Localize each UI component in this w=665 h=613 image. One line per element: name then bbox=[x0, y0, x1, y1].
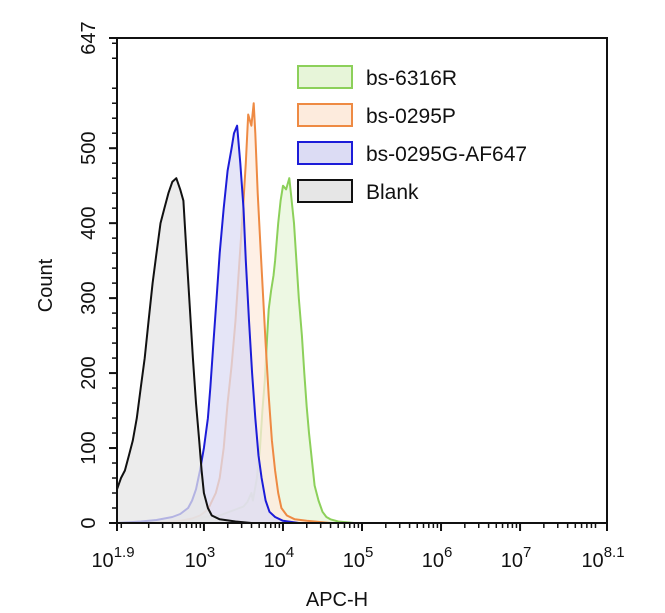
y-axis: 0 100 200 300 400 500 647 bbox=[78, 21, 117, 529]
x-tick-label: 104 bbox=[264, 544, 295, 572]
y-tick-label: 0 bbox=[78, 517, 100, 528]
legend-label: bs-6316R bbox=[366, 67, 457, 90]
legend-item: bs-0295P bbox=[297, 103, 456, 128]
y-tick-label: 647 bbox=[78, 21, 100, 54]
y-axis-title: Count bbox=[35, 258, 57, 312]
series-layer bbox=[116, 102, 355, 524]
x-axis: 101.9 103 104 105 106 107 108.1 bbox=[91, 523, 625, 572]
series-area bbox=[117, 125, 299, 523]
x-tick-label: 106 bbox=[422, 544, 453, 572]
x-tick-label: 107 bbox=[501, 544, 532, 572]
y-tick-label: 300 bbox=[78, 281, 100, 314]
y-tick-label: 500 bbox=[78, 132, 100, 165]
series-area bbox=[124, 178, 355, 523]
legend-swatch bbox=[297, 141, 353, 165]
legend-swatch bbox=[297, 179, 353, 203]
y-tick-label: 400 bbox=[78, 206, 100, 239]
legend-swatch bbox=[297, 103, 353, 127]
x-axis-title: APC-H bbox=[306, 589, 368, 611]
x-tick-label: 103 bbox=[185, 544, 216, 572]
x-tick-label: 108.1 bbox=[581, 544, 624, 572]
legend-item: bs-6316R bbox=[297, 65, 457, 90]
legend-item: Blank bbox=[297, 179, 419, 204]
series-area bbox=[117, 178, 252, 523]
legend-swatch bbox=[297, 65, 353, 89]
y-tick-label: 200 bbox=[78, 356, 100, 389]
legend-label: Blank bbox=[366, 181, 419, 204]
legend-item: bs-0295G-AF647 bbox=[297, 141, 527, 166]
x-tick-label: 105 bbox=[343, 544, 374, 572]
legend-label: bs-0295P bbox=[366, 105, 456, 128]
legend: bs-6316R bs-0295P bs-0295G-AF647 Blank bbox=[297, 65, 527, 204]
legend-label: bs-0295G-AF647 bbox=[366, 143, 527, 166]
series-line bbox=[116, 177, 252, 524]
y-tick-label: 100 bbox=[78, 431, 100, 464]
series-blank bbox=[116, 177, 252, 524]
x-tick-label: 101.9 bbox=[91, 544, 134, 572]
